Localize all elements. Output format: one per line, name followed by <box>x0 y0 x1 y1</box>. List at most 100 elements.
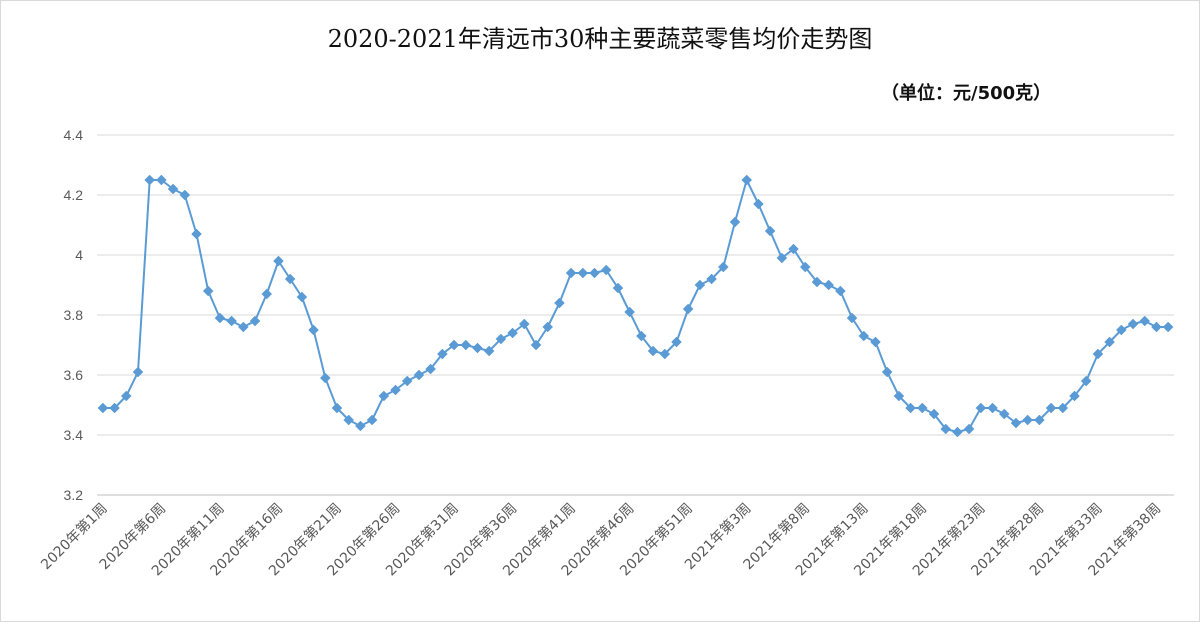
data-point <box>717 261 729 273</box>
y-tick-label: 4 <box>75 247 83 263</box>
data-point <box>647 345 659 357</box>
data-point <box>659 348 671 360</box>
data-point <box>401 375 413 387</box>
series-line <box>102 179 1169 433</box>
data-point <box>729 216 741 228</box>
data-point <box>261 288 273 300</box>
data-point <box>764 225 776 237</box>
y-tick-label: 3.8 <box>64 307 84 323</box>
data-point <box>448 339 460 351</box>
data-point <box>1069 390 1080 402</box>
data-point <box>1010 417 1022 429</box>
data-point <box>120 390 132 402</box>
data-point <box>249 315 261 327</box>
y-tick-label: 3.2 <box>64 487 84 503</box>
data-point <box>425 363 436 375</box>
data-point <box>390 384 401 396</box>
data-point <box>893 390 905 402</box>
data-point <box>928 408 940 420</box>
data-point <box>319 372 331 384</box>
data-point <box>144 174 156 186</box>
data-point <box>799 261 811 273</box>
data-point <box>1115 324 1127 336</box>
data-point <box>881 366 893 378</box>
data-point <box>600 264 612 276</box>
data-point <box>858 330 870 342</box>
data-point <box>460 339 472 351</box>
data-point <box>612 282 624 294</box>
data-point <box>308 324 319 336</box>
chart-title: 2020-2021年清远市30种主要蔬菜零售均价走势图 <box>327 25 873 53</box>
data-point <box>378 390 390 402</box>
data-point <box>1127 318 1139 330</box>
data-point <box>530 339 542 351</box>
data-point <box>226 315 237 327</box>
data-point <box>179 189 191 201</box>
unit-note: （单位：元/500克） <box>881 83 1052 104</box>
data-point <box>132 366 144 378</box>
y-tick-label: 4.4 <box>64 127 84 143</box>
data-point <box>706 273 717 285</box>
data-point <box>1034 414 1045 426</box>
data-point <box>811 276 823 288</box>
data-point <box>682 303 694 315</box>
data-point <box>975 402 987 414</box>
data-point <box>823 279 835 291</box>
data-point <box>542 321 554 333</box>
data-point <box>1151 321 1162 333</box>
data-point <box>156 174 167 186</box>
data-point <box>1104 336 1115 348</box>
data-point <box>483 345 495 357</box>
data-point <box>355 420 366 432</box>
data-point <box>671 336 682 348</box>
data-point <box>952 426 963 438</box>
data-point <box>507 327 518 339</box>
data-point <box>1045 402 1057 414</box>
y-tick-label: 3.6 <box>64 367 84 383</box>
data-point <box>109 402 120 414</box>
data-point <box>1092 348 1104 360</box>
data-point <box>741 174 753 186</box>
data-point <box>1139 315 1151 327</box>
data-point <box>565 267 577 279</box>
data-point <box>916 402 928 414</box>
data-point <box>589 267 600 279</box>
data-point <box>436 348 448 360</box>
data-point <box>237 321 249 333</box>
data-point <box>331 402 343 414</box>
data-point <box>776 252 788 264</box>
data-point <box>1080 375 1092 387</box>
data-point <box>940 423 952 435</box>
data-point <box>472 342 483 354</box>
data-point <box>835 285 846 297</box>
data-point <box>413 369 425 381</box>
data-point <box>1162 321 1174 333</box>
data-point <box>1057 402 1069 414</box>
data-point <box>870 336 881 348</box>
data-point <box>296 291 308 303</box>
y-tick-label: 3.4 <box>64 427 84 443</box>
data-point <box>577 267 589 279</box>
data-point <box>753 198 764 210</box>
data-point <box>905 402 916 414</box>
data-point <box>167 183 179 195</box>
data-point <box>284 273 296 285</box>
data-point <box>694 279 706 291</box>
data-point <box>202 285 214 297</box>
data-point <box>846 312 858 324</box>
data-point <box>343 414 355 426</box>
data-point <box>191 228 202 240</box>
data-point <box>788 243 799 255</box>
data-point <box>366 414 378 426</box>
data-point <box>624 306 636 318</box>
data-point <box>963 423 975 435</box>
data-point <box>518 318 530 330</box>
data-point <box>214 312 226 324</box>
data-point <box>1022 414 1034 426</box>
data-point <box>554 297 565 309</box>
data-point <box>987 402 998 414</box>
data-point <box>635 330 647 342</box>
data-point <box>495 333 507 345</box>
